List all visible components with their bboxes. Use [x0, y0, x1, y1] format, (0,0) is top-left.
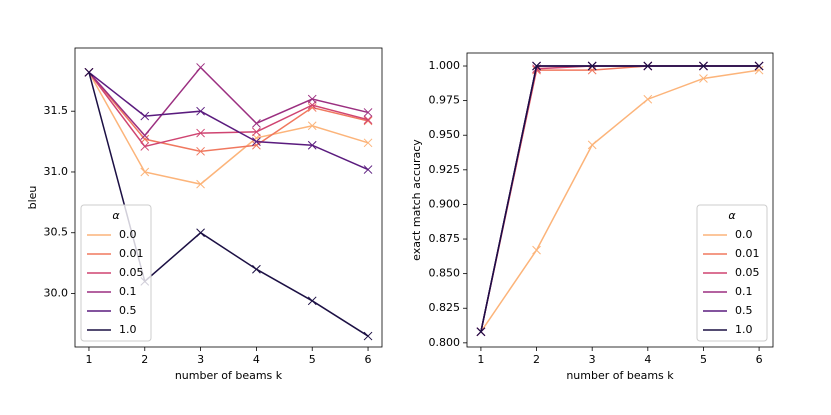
marker: [307, 296, 317, 306]
legend-label: 0.05: [119, 266, 144, 279]
y-tick-label: 0.800: [429, 336, 461, 349]
marker: [532, 245, 541, 255]
series-line: [88, 71, 369, 148]
x-tick-label: 5: [700, 353, 707, 366]
marker: [363, 108, 373, 117]
x-tick-label: 2: [533, 353, 540, 366]
y-axis-label: exact match accuracy: [410, 139, 423, 261]
marker: [140, 111, 150, 121]
marker: [699, 61, 708, 71]
marker: [476, 327, 486, 337]
y-tick-label: 0.875: [429, 232, 461, 245]
legend-label: 0.0: [119, 228, 137, 241]
plot-frame: [74, 47, 383, 348]
y-tick-label: 0.925: [429, 163, 461, 176]
marker: [363, 331, 373, 341]
marker: [196, 63, 205, 72]
legend-title: α: [112, 209, 120, 222]
marker: [252, 127, 261, 137]
plot-frame: [466, 52, 774, 348]
y-tick-label: 1.000: [429, 59, 461, 72]
x-tick-label: 4: [644, 353, 651, 366]
x-tick-label: 4: [253, 353, 260, 366]
legend-label: 0.01: [119, 247, 144, 260]
legend-label: 0.01: [735, 247, 760, 260]
axes: 1 2 3 4 5 6 0.800 0.825 0.850 0.875 0.900 0.925 0.95…: [410, 52, 774, 382]
marker: [587, 140, 597, 150]
marker: [196, 228, 205, 238]
x-axis-label: number of beams k: [566, 369, 674, 382]
marker: [532, 61, 541, 71]
x-tick-label: 6: [756, 353, 763, 366]
marker: [587, 65, 597, 75]
legend-label: 0.1: [119, 285, 137, 298]
marker: [140, 167, 150, 177]
marker: [252, 137, 261, 146]
marker: [140, 142, 150, 151]
y-tick-label: 0.825: [429, 301, 461, 314]
legend: α 0.0 0.01 0.05 0.1 0.5 1.0: [696, 204, 768, 342]
series-line: [88, 66, 369, 137]
x-tick-label: 3: [197, 353, 204, 366]
marker: [643, 61, 653, 71]
marker: [84, 67, 94, 77]
legend-label: 1.0: [735, 323, 753, 336]
marker: [307, 140, 317, 150]
marker: [363, 138, 373, 148]
x-tick-label: 1: [85, 353, 92, 366]
marker: [196, 146, 205, 156]
axes: 1 2 3 4 5 6 30.0 30.5 31.0 31.5 number of beams k b…: [26, 47, 383, 382]
y-tick-label: 0.975: [429, 94, 461, 107]
legend-frame: [80, 204, 152, 342]
y-tick-label: 31.5: [44, 104, 69, 117]
y-tick-label: 31.0: [44, 165, 69, 178]
y-tick-label: 0.850: [429, 267, 461, 280]
x-axis-label: number of beams k: [175, 369, 283, 382]
legend-label: 0.05: [735, 266, 760, 279]
y-tick-label: 0.900: [429, 197, 461, 210]
series-line: [480, 69, 760, 333]
marker: [307, 94, 317, 104]
marker: [307, 121, 317, 131]
marker: [363, 165, 373, 174]
marker: [587, 61, 597, 71]
x-tick-label: 3: [589, 353, 596, 366]
marker: [643, 94, 653, 104]
marker: [196, 179, 205, 189]
y-tick-label: 0.950: [429, 128, 461, 141]
x-tick-label: 1: [477, 353, 484, 366]
marker: [363, 115, 373, 125]
series-line: [88, 71, 369, 171]
marker: [307, 100, 317, 110]
marker: [252, 140, 261, 150]
legend: α 0.0 0.01 0.05 0.1 0.5 1.0: [80, 204, 152, 342]
marker: [140, 131, 150, 140]
x-tick-label: 2: [141, 353, 148, 366]
marker: [196, 128, 205, 138]
legend-label: 0.5: [735, 304, 753, 317]
legend-label: 0.1: [735, 285, 753, 298]
y-tick-label: 30.5: [44, 226, 69, 239]
marker: [252, 264, 261, 274]
series-line: [88, 71, 369, 185]
x-tick-label: 6: [365, 353, 372, 366]
series-line: [88, 71, 369, 153]
marker: [307, 103, 317, 112]
series-line: [480, 65, 760, 332]
legend-label: 1.0: [119, 323, 137, 336]
y-axis-label: bleu: [26, 186, 39, 210]
legend-label: 0.0: [735, 228, 753, 241]
legend-label: 0.5: [119, 304, 137, 317]
marker: [252, 119, 261, 128]
legend-frame: [696, 204, 768, 342]
marker: [754, 61, 764, 71]
marker: [699, 74, 708, 83]
marker: [754, 65, 764, 75]
legend-title: α: [728, 209, 736, 222]
marker: [196, 106, 205, 116]
y-tick-label: 30.0: [44, 287, 69, 300]
x-tick-label: 5: [309, 353, 316, 366]
